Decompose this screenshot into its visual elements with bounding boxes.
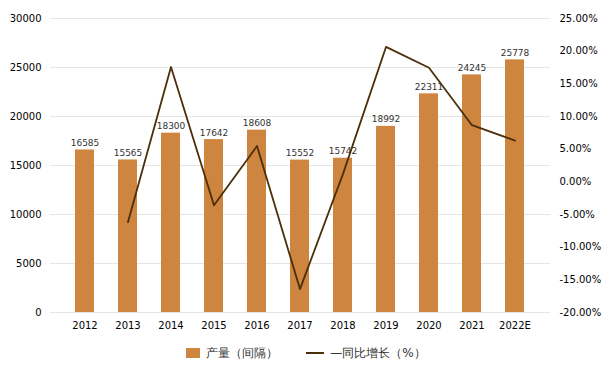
svg-text:-5.00%: -5.00% bbox=[560, 209, 595, 220]
svg-text:2017: 2017 bbox=[287, 320, 312, 331]
svg-text:30000: 30000 bbox=[10, 13, 42, 24]
svg-text:0: 0 bbox=[35, 307, 41, 318]
svg-text:15000: 15000 bbox=[10, 160, 42, 171]
svg-text:10.00%: 10.00% bbox=[560, 111, 598, 122]
svg-text:2020: 2020 bbox=[416, 320, 441, 331]
svg-text:2018: 2018 bbox=[330, 320, 355, 331]
svg-text:15565: 15565 bbox=[114, 148, 143, 158]
svg-text:18300: 18300 bbox=[157, 121, 186, 131]
svg-text:2012: 2012 bbox=[72, 320, 97, 331]
svg-text:15552: 15552 bbox=[286, 148, 315, 158]
svg-text:2016: 2016 bbox=[244, 320, 269, 331]
svg-text:25000: 25000 bbox=[10, 62, 42, 73]
svg-text:15742: 15742 bbox=[329, 146, 358, 156]
svg-text:24245: 24245 bbox=[458, 63, 487, 73]
svg-text:18608: 18608 bbox=[243, 118, 272, 128]
svg-text:17642: 17642 bbox=[200, 128, 229, 138]
svg-text:-20.00%: -20.00% bbox=[560, 307, 602, 318]
svg-text:25.00%: 25.00% bbox=[560, 13, 598, 24]
svg-text:5.00%: 5.00% bbox=[560, 143, 592, 154]
svg-text:2022E: 2022E bbox=[499, 320, 531, 331]
svg-text:25778: 25778 bbox=[501, 48, 530, 58]
html-text:—同比增长（%）: —同比增长（%） bbox=[330, 345, 426, 360]
svg-text:20000: 20000 bbox=[10, 111, 42, 122]
svg-text:18992: 18992 bbox=[372, 114, 401, 124]
svg-text:0.00%: 0.00% bbox=[560, 176, 592, 187]
html-text:产量（间隔）: 产量（间隔） bbox=[206, 345, 279, 360]
svg-text:16585: 16585 bbox=[71, 138, 100, 148]
svg-text:2013: 2013 bbox=[115, 320, 140, 331]
svg-text:20.00%: 20.00% bbox=[560, 45, 598, 56]
svg-text:2015: 2015 bbox=[201, 320, 226, 331]
svg-text:22311: 22311 bbox=[415, 82, 444, 92]
svg-text:-15.00%: -15.00% bbox=[560, 274, 602, 285]
svg-text:2014: 2014 bbox=[158, 320, 183, 331]
svg-text:10000: 10000 bbox=[10, 209, 42, 220]
svg-text:2021: 2021 bbox=[459, 320, 484, 331]
svg-text:-10.00%: -10.00% bbox=[560, 241, 602, 252]
svg-text:15.00%: 15.00% bbox=[560, 78, 598, 89]
svg-text:5000: 5000 bbox=[16, 258, 41, 269]
svg-text:2019: 2019 bbox=[373, 320, 398, 331]
